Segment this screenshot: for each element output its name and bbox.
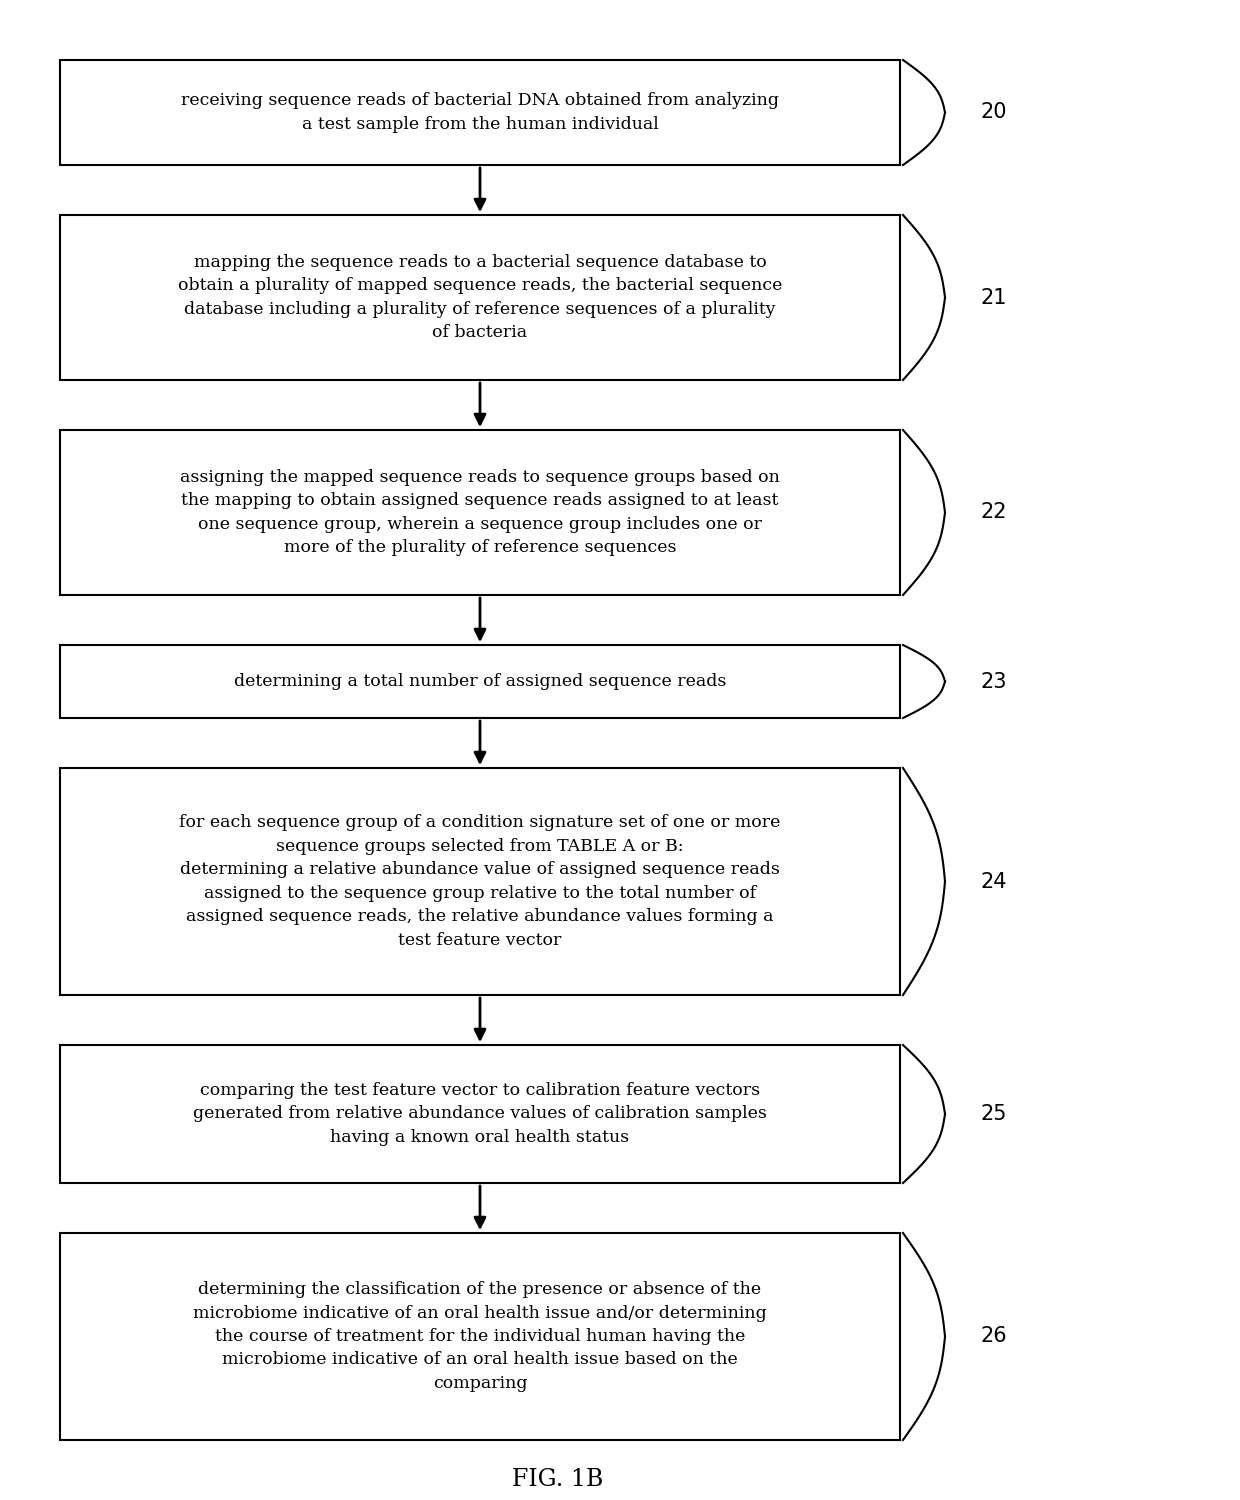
- Text: 26: 26: [980, 1326, 1007, 1347]
- Text: for each sequence group of a condition signature set of one or more
sequence gro: for each sequence group of a condition s…: [180, 815, 781, 950]
- Text: determining the classification of the presence or absence of the
microbiome indi: determining the classification of the pr…: [193, 1281, 766, 1392]
- Bar: [60, 214, 900, 380]
- Text: determining a total number of assigned sequence reads: determining a total number of assigned s…: [234, 674, 727, 690]
- Text: 25: 25: [980, 1104, 1007, 1124]
- Text: receiving sequence reads of bacterial DNA obtained from analyzing
a test sample : receiving sequence reads of bacterial DN…: [181, 93, 779, 134]
- Text: comparing the test feature vector to calibration feature vectors
generated from : comparing the test feature vector to cal…: [193, 1082, 766, 1146]
- Bar: [60, 430, 900, 596]
- Text: mapping the sequence reads to a bacterial sequence database to
obtain a pluralit: mapping the sequence reads to a bacteria…: [177, 254, 782, 342]
- Text: 22: 22: [980, 503, 1007, 522]
- Bar: [60, 1233, 900, 1440]
- Text: 20: 20: [980, 102, 1007, 123]
- Text: 21: 21: [980, 288, 1007, 308]
- Text: 24: 24: [980, 871, 1007, 891]
- Bar: [60, 1046, 900, 1184]
- Bar: [60, 768, 900, 994]
- Bar: [60, 60, 900, 165]
- Text: FIG. 1B: FIG. 1B: [512, 1468, 604, 1491]
- Text: assigning the mapped sequence reads to sequence groups based on
the mapping to o: assigning the mapped sequence reads to s…: [180, 468, 780, 556]
- Text: 23: 23: [980, 672, 1007, 692]
- Bar: [60, 645, 900, 718]
